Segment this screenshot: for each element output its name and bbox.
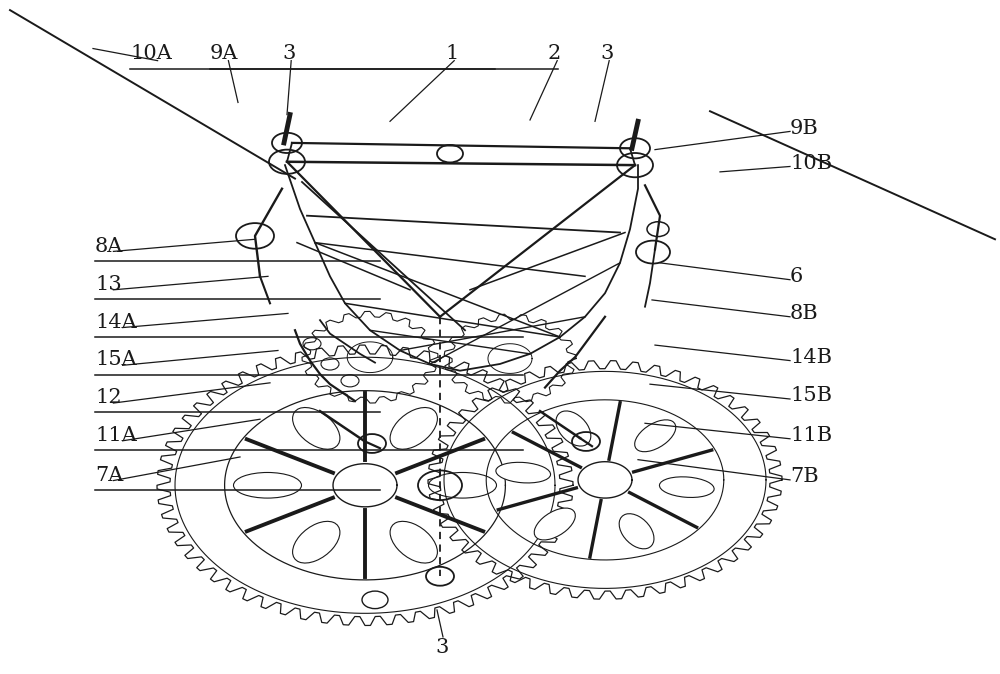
Text: 10A: 10A <box>130 44 172 63</box>
Text: 10B: 10B <box>790 154 832 173</box>
Ellipse shape <box>390 521 437 563</box>
Text: 9B: 9B <box>790 119 819 137</box>
Text: 8B: 8B <box>790 304 819 323</box>
Text: 15A: 15A <box>95 350 137 369</box>
Ellipse shape <box>496 462 551 483</box>
Text: 14A: 14A <box>95 313 137 332</box>
Ellipse shape <box>428 472 496 498</box>
Ellipse shape <box>293 408 340 450</box>
Ellipse shape <box>534 508 575 540</box>
Text: 3: 3 <box>600 44 613 63</box>
Text: 11A: 11A <box>95 426 137 445</box>
Text: 13: 13 <box>95 275 122 294</box>
Text: 12: 12 <box>95 388 122 407</box>
Text: 11B: 11B <box>790 426 832 445</box>
Ellipse shape <box>556 411 591 446</box>
Text: 14B: 14B <box>790 348 832 367</box>
Text: 6: 6 <box>790 267 803 286</box>
Text: 3: 3 <box>435 638 448 656</box>
Ellipse shape <box>619 514 654 549</box>
Ellipse shape <box>659 477 714 497</box>
Ellipse shape <box>293 521 340 563</box>
Text: 7B: 7B <box>790 467 819 486</box>
Ellipse shape <box>635 420 676 452</box>
Text: 3: 3 <box>282 44 295 63</box>
Text: 9A: 9A <box>210 44 239 63</box>
Text: 2: 2 <box>548 44 561 63</box>
Text: 8A: 8A <box>95 237 123 255</box>
Text: 7A: 7A <box>95 466 123 485</box>
Ellipse shape <box>390 408 437 450</box>
Text: 1: 1 <box>445 44 458 63</box>
Text: 15B: 15B <box>790 386 832 405</box>
Ellipse shape <box>233 472 301 498</box>
